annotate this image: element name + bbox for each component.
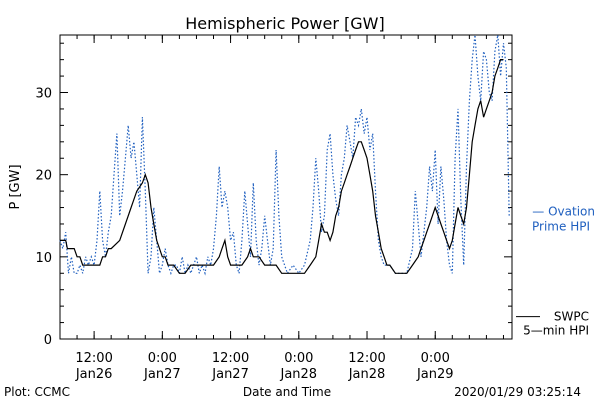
x-tick-label-time: 12:00 <box>212 351 249 366</box>
x-tick-label-time: 0:00 <box>284 351 313 366</box>
y-tick-label: 30 <box>35 87 52 102</box>
y-tick-label: 0 <box>44 333 52 348</box>
legend-swpc-line1: SWPC <box>554 310 589 324</box>
ovation-prime-series <box>59 34 510 276</box>
x-tick-label-date: Jan27 <box>211 367 249 382</box>
footer-credit: Plot: CCMC <box>4 385 70 399</box>
x-tick-label-date: Jan27 <box>143 367 181 382</box>
legend-ovation-line2: Prime HPI <box>532 220 590 234</box>
plot-frame <box>59 34 513 340</box>
x-tick-label-date: Jan28 <box>279 367 317 382</box>
x-axis: 12:00Jan260:00Jan2712:00Jan270:00Jan2812… <box>59 35 504 382</box>
x-tick-label-date: Jan26 <box>75 367 113 382</box>
x-tick-label-time: 0:00 <box>421 351 450 366</box>
swpc-hpi-series <box>60 58 504 274</box>
series-layer <box>59 34 510 276</box>
y-axis-label: P [GW] <box>8 164 23 209</box>
legend-ovation-line1: — Ovation <box>532 205 595 219</box>
y-tick-label: 20 <box>35 169 52 184</box>
x-axis-label: Date and Time <box>243 385 331 399</box>
y-axis: 0 10 20 30 <box>35 42 512 348</box>
legend-swpc-line2: 5—min HPI <box>523 324 589 338</box>
y-tick-label: 10 <box>35 251 52 266</box>
x-tick-label-date: Jan29 <box>416 367 454 382</box>
x-tick-label-time: 0:00 <box>148 351 177 366</box>
footer-timestamp: 2020/01/29 03:25:14 <box>454 385 581 399</box>
x-tick-label-date: Jan28 <box>348 367 386 382</box>
x-tick-label-time: 12:00 <box>75 351 112 366</box>
chart-title: Hemispheric Power [GW] <box>185 14 384 33</box>
x-tick-label-time: 12:00 <box>348 351 385 366</box>
